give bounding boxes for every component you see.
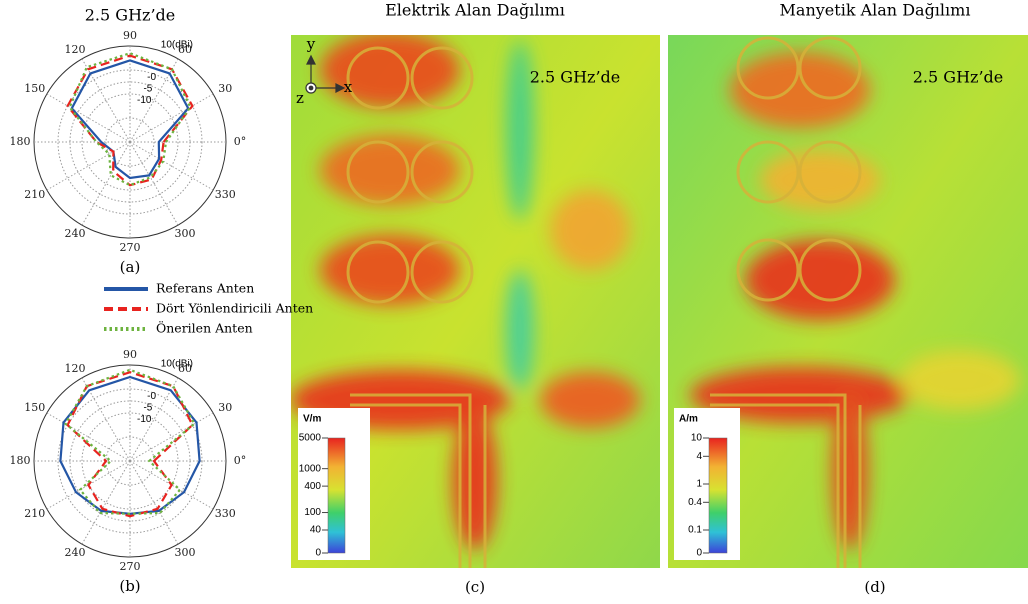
angle-tick-label: 330 <box>215 188 236 201</box>
colorbar-tick-label: 400 <box>304 481 321 492</box>
colorbar-tick-label: 0.4 <box>688 497 702 508</box>
angle-tick-label: 240 <box>65 546 86 559</box>
angle-tick-label: 150 <box>24 82 45 95</box>
angle-tick-label: 90 <box>123 348 137 361</box>
panel-title: Elektrik Alan Dağılımı <box>385 1 565 20</box>
colorbar-tick-label: 4 <box>696 451 702 462</box>
axis-symbol: z <box>296 89 304 107</box>
angle-grid-line <box>47 142 130 190</box>
colorbar-tick-label: 100 <box>304 507 321 518</box>
colorbar-tick-label: 40 <box>310 525 322 536</box>
radial-tick-label: -10 <box>137 414 152 425</box>
caption: (b) <box>119 577 140 595</box>
polar-title: 2.5 GHz’de <box>85 6 176 25</box>
angle-tick-label: 90 <box>123 29 137 42</box>
caption: (a) <box>120 258 141 276</box>
radial-tick-label: -5 <box>143 402 152 413</box>
legend-label: Dört Yönlendiricili Anten <box>156 301 313 316</box>
radial-tick-label: -0 <box>147 391 156 402</box>
legend-label: Referans Anten <box>156 281 254 296</box>
angle-tick-label: 120 <box>65 362 86 375</box>
colorbar-tick-label: 0 <box>696 548 702 559</box>
colorbar-tick-label: 10 <box>691 433 703 444</box>
caption: (c) <box>465 578 485 596</box>
angle-tick-label: 30 <box>218 401 232 414</box>
angle-tick-label: 30 <box>218 82 232 95</box>
colorbar-tick-label: 5000 <box>299 433 322 444</box>
colorbar <box>709 438 727 553</box>
angle-tick-label: 180 <box>10 454 31 467</box>
angle-tick-label: 300 <box>175 546 196 559</box>
angle-tick-label: 210 <box>24 507 45 520</box>
colorbar-tick-label: 0 <box>315 548 321 559</box>
axis-symbol: x <box>344 78 353 96</box>
angle-tick-label: 150 <box>24 401 45 414</box>
colorbar-tick-label: 1000 <box>299 463 322 474</box>
radial-tick-label: -5 <box>143 83 152 94</box>
legend-label: Önerilen Anten <box>156 320 253 336</box>
angle-tick-label: 330 <box>215 507 236 520</box>
figure: 10(dBi)-0-5-100°306090120150180210240270… <box>0 0 1028 604</box>
angle-tick-label: 240 <box>65 227 86 240</box>
angle-tick-label: 120 <box>65 43 86 56</box>
angle-tick-label: 60 <box>178 43 192 56</box>
panel-title: Manyetik Alan Dağılımı <box>780 1 971 20</box>
colorbar <box>328 438 345 553</box>
angle-tick-label: 180 <box>10 135 31 148</box>
angle-tick-label: 300 <box>175 227 196 240</box>
colorbar-tick-label: 1 <box>696 479 702 490</box>
colorbar-unit: A/m <box>679 414 698 425</box>
angle-grid-line <box>82 142 130 225</box>
caption: (d) <box>864 578 885 596</box>
angle-tick-label: 270 <box>120 241 141 254</box>
colorbar-unit: V/m <box>303 414 321 425</box>
annotation: 2.5 GHz’de <box>913 68 1004 87</box>
angle-tick-label: 60 <box>178 362 192 375</box>
angle-tick-label: 0° <box>234 135 247 148</box>
axis-symbol: y <box>306 35 316 53</box>
angle-tick-label: 270 <box>120 560 141 573</box>
angle-tick-label: 210 <box>24 188 45 201</box>
angle-tick-label: 0° <box>234 454 247 467</box>
radial-tick-label: -0 <box>147 72 156 83</box>
colorbar-tick-label: 0.1 <box>688 525 702 536</box>
annotation: 2.5 GHz’de <box>530 68 621 87</box>
radial-tick-label: -10 <box>137 95 152 106</box>
